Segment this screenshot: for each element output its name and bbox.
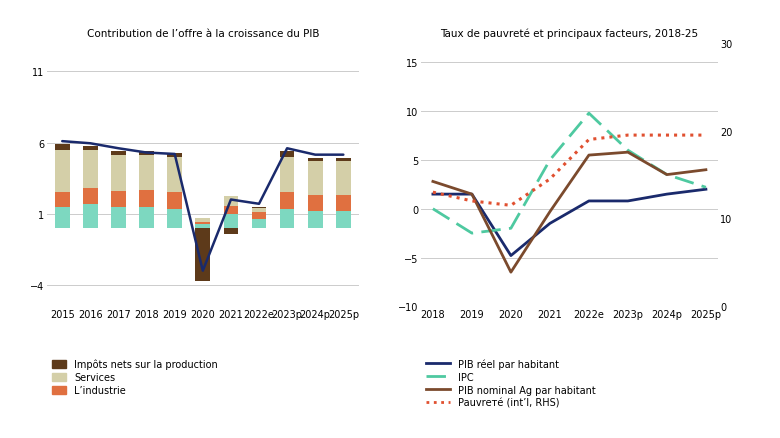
Bar (55, 145, 69, 150)
Bar (55, 207, 69, 229)
Bar (308, 158, 323, 162)
Bar (224, 214, 238, 229)
Bar (280, 193, 294, 210)
Bar (196, 219, 210, 222)
Bar (252, 220, 266, 229)
Bar (168, 193, 182, 210)
Title: Taux de pauvreté et principaux facteurs, 2018-25: Taux de pauvreté et principaux facteurs,… (441, 28, 698, 39)
Bar (112, 207, 126, 229)
Bar (83, 204, 98, 229)
Bar (140, 190, 154, 207)
Bar (336, 212, 351, 229)
Bar (112, 156, 126, 191)
Bar (83, 150, 98, 189)
Title: Contribution de l’offre à la croissance du PIB: Contribution de l’offre à la croissance … (87, 29, 319, 39)
Bar (252, 207, 266, 208)
Bar (280, 152, 294, 157)
Bar (196, 229, 210, 282)
Bar (55, 150, 69, 193)
Bar (168, 153, 182, 157)
Bar (336, 158, 351, 162)
Bar (252, 212, 266, 220)
Bar (224, 229, 238, 235)
Bar (224, 206, 238, 214)
Bar (112, 191, 126, 207)
Bar (280, 157, 294, 193)
Bar (112, 152, 126, 156)
Bar (168, 157, 182, 193)
Bar (336, 162, 351, 196)
Bar (308, 212, 323, 229)
Bar (252, 208, 266, 212)
Bar (196, 224, 210, 229)
Bar (140, 156, 154, 190)
Bar (196, 222, 210, 224)
Bar (55, 193, 69, 207)
Legend: Impôts nets sur la production, Services, L’industrie: Impôts nets sur la production, Services,… (51, 359, 218, 395)
Bar (83, 189, 98, 204)
Bar (224, 197, 238, 206)
Bar (140, 207, 154, 229)
Bar (308, 196, 323, 212)
Bar (83, 147, 98, 150)
Bar (308, 162, 323, 196)
Legend: PIB réel par habitant, IPC, PIB nominal Ag par habitant, Pauvrетé (int’l, RHS): PIB réel par habitant, IPC, PIB nominal … (426, 359, 596, 408)
Bar (336, 196, 351, 212)
Bar (280, 210, 294, 229)
Bar (168, 210, 182, 229)
Bar (140, 152, 154, 156)
